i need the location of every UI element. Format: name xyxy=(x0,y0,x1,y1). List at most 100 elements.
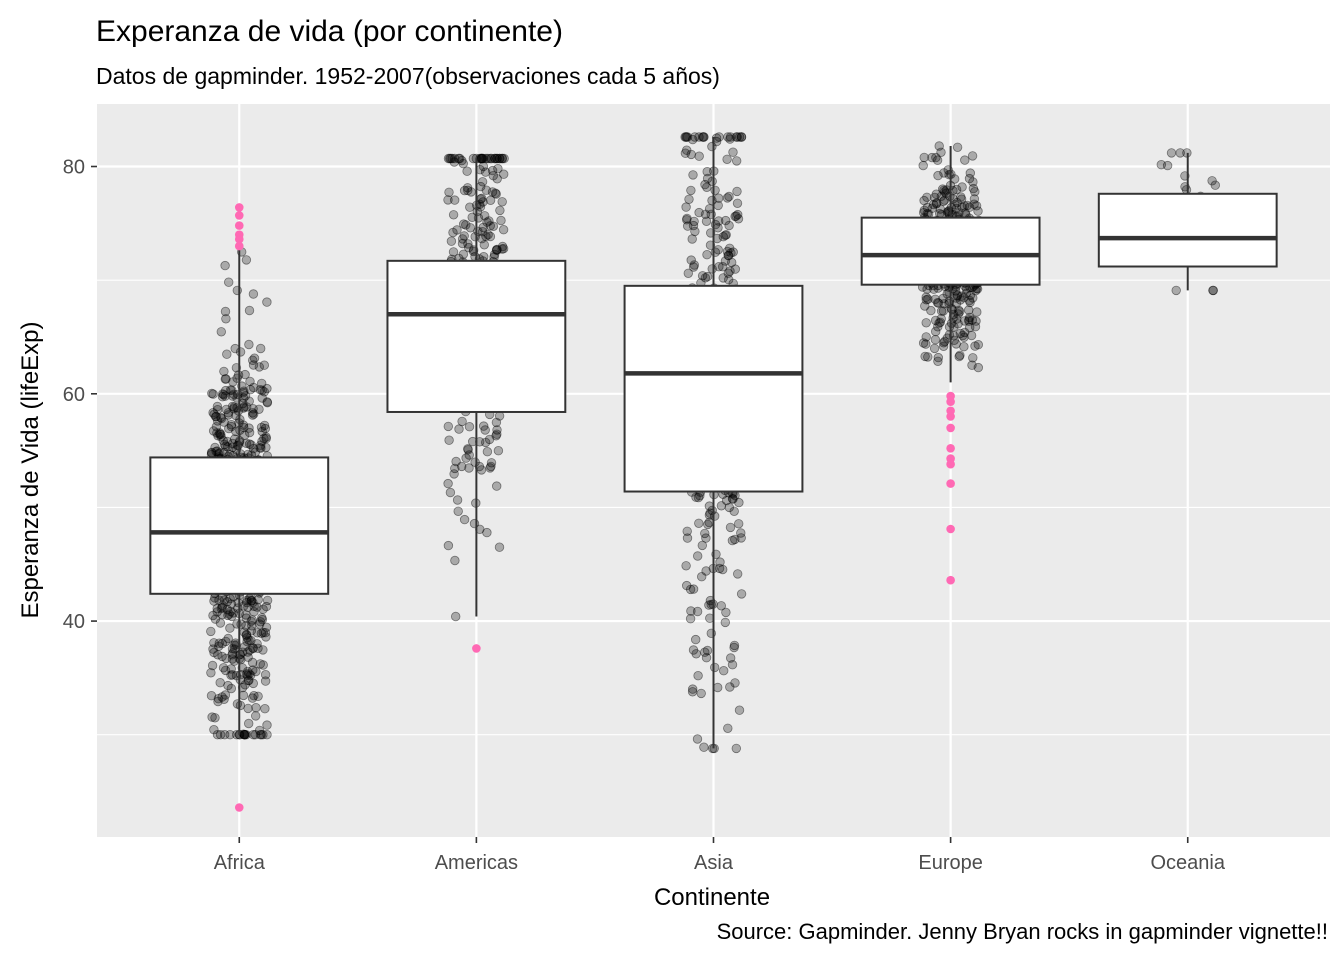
jitter-point xyxy=(714,563,725,574)
jitter-point xyxy=(446,153,456,164)
jitter-point xyxy=(243,602,253,613)
jitter-point xyxy=(1156,159,1167,170)
box-americas xyxy=(386,259,567,413)
jitter-point xyxy=(1207,176,1217,186)
jitter-point xyxy=(207,660,218,671)
jitter-point xyxy=(684,194,694,205)
jitter-point xyxy=(228,648,238,658)
jitter-point xyxy=(206,626,216,637)
jitter-point xyxy=(212,405,223,415)
jitter-point xyxy=(725,682,735,692)
jitter-point xyxy=(485,195,496,206)
jitter-point xyxy=(246,616,256,627)
jitter-point xyxy=(683,221,693,231)
jitter-point xyxy=(206,447,217,458)
jitter-point xyxy=(213,650,223,660)
jitter-point xyxy=(730,678,740,688)
jitter-point xyxy=(260,423,271,434)
jitter-point xyxy=(485,153,496,164)
jitter-point xyxy=(727,660,738,670)
jitter-point xyxy=(481,185,492,195)
jitter-point xyxy=(693,671,703,681)
jitter-point xyxy=(495,205,505,216)
jitter-point xyxy=(255,659,265,669)
jitter-point xyxy=(212,428,222,438)
jitter-point xyxy=(497,153,508,164)
jitter-point xyxy=(933,298,944,308)
jitter-point xyxy=(256,440,266,450)
jitter-point xyxy=(718,564,728,575)
jitter-point xyxy=(216,327,227,337)
jitter-point xyxy=(965,312,975,323)
jitter-point xyxy=(936,314,946,324)
jitter-point xyxy=(967,315,978,325)
jitter-point xyxy=(206,691,217,701)
jitter-point xyxy=(938,293,948,304)
jitter-point xyxy=(682,145,692,155)
jitter-point xyxy=(959,293,969,303)
jitter-point xyxy=(718,273,728,283)
jitter-point xyxy=(956,192,966,202)
jitter-point xyxy=(443,478,453,489)
jitter-point xyxy=(691,634,701,645)
jitter-point xyxy=(209,638,219,648)
y-tick-label: 40 xyxy=(63,611,85,633)
jitter-point xyxy=(246,626,257,636)
jitter-point xyxy=(697,572,707,582)
jitter-point xyxy=(261,632,271,642)
jitter-point xyxy=(211,412,221,422)
jitter-point xyxy=(444,435,454,445)
jitter-point xyxy=(247,355,258,366)
jitter-point xyxy=(918,338,929,348)
jitter-point xyxy=(489,249,500,260)
y-tick-label: 80 xyxy=(63,157,85,179)
jitter-point xyxy=(938,341,949,352)
jitter-point xyxy=(688,220,699,231)
jitter-point xyxy=(254,725,265,736)
jitter-point xyxy=(250,711,261,721)
jitter-point xyxy=(721,495,732,506)
jitter-point xyxy=(496,215,506,226)
jitter-point xyxy=(218,436,229,446)
jitter-point xyxy=(722,193,733,203)
jitter-point xyxy=(259,420,270,431)
jitter-point xyxy=(249,607,259,617)
jitter-point xyxy=(730,264,741,274)
jitter-point xyxy=(219,694,229,705)
jitter-point xyxy=(493,446,504,456)
jitter-point xyxy=(239,642,250,652)
jitter-point xyxy=(464,450,474,460)
jitter-point xyxy=(252,628,262,638)
jitter-point xyxy=(952,197,962,208)
jitter-point xyxy=(208,426,219,436)
jitter-point xyxy=(262,720,272,730)
x-tick-label: Asia xyxy=(694,852,734,874)
jitter-point xyxy=(698,132,708,142)
jitter-point xyxy=(482,527,492,538)
jitter-point xyxy=(733,209,743,220)
jitter-point xyxy=(939,185,949,196)
jitter-point xyxy=(725,522,736,533)
jitter-point xyxy=(686,149,696,160)
jitter-point xyxy=(734,705,745,715)
jitter-point xyxy=(249,601,259,612)
outlier-point xyxy=(234,803,244,812)
jitter-point xyxy=(921,332,931,342)
jitter-point xyxy=(227,391,238,401)
jitter-point xyxy=(480,211,490,221)
jitter-point xyxy=(688,170,698,180)
jitter-point xyxy=(208,644,218,654)
jitter-point xyxy=(688,684,698,694)
box-oceania xyxy=(1097,192,1278,268)
jitter-point xyxy=(713,682,723,693)
jitter-point xyxy=(736,132,747,142)
jitter-point xyxy=(447,153,457,164)
jitter-point xyxy=(959,332,969,343)
jitter-point xyxy=(973,206,983,216)
jitter-point xyxy=(253,643,263,654)
jitter-point xyxy=(216,412,226,423)
jitter-point xyxy=(244,635,254,645)
jitter-point xyxy=(213,696,223,707)
jitter-point xyxy=(241,730,251,740)
